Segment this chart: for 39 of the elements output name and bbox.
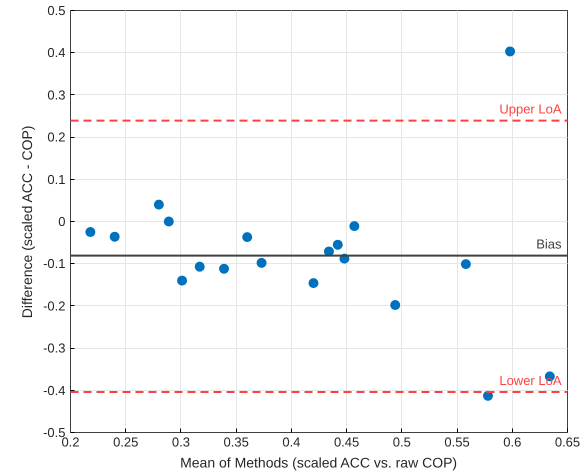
x-axis-title: Mean of Methods (scaled ACC vs. raw COP) — [180, 454, 458, 470]
y-tick-label: 0.5 — [47, 3, 66, 18]
ref-line-label: Bias — [536, 236, 562, 252]
y-axis-title: Difference (scaled ACC - COP) — [19, 126, 36, 318]
x-tick-label: 0.55 — [444, 434, 470, 450]
point — [256, 258, 267, 268]
y-tick-label: -0.1 — [43, 256, 66, 272]
y-tick-label: 0.3 — [47, 87, 66, 102]
y-tick-label: 0.2 — [47, 130, 66, 145]
x-tick-label: 0.4 — [282, 434, 300, 450]
x-tick-label: 0.6 — [503, 434, 522, 450]
point — [194, 262, 205, 272]
y-tick-label: -0.4 — [43, 382, 66, 398]
ref-line-label: Lower LoA — [499, 372, 562, 388]
y-tick-label: 0 — [58, 214, 66, 229]
point — [308, 278, 318, 288]
y-tick-label: 0.1 — [47, 172, 66, 187]
x-tick-label: 0.65 — [554, 434, 580, 450]
point — [460, 259, 471, 270]
x-tick-label: 0.5 — [392, 434, 411, 450]
point — [154, 200, 164, 210]
point — [85, 227, 96, 238]
point — [505, 46, 516, 56]
ref-line-label: Upper LoA — [499, 102, 562, 117]
y-tick-label: 0.4 — [47, 45, 66, 60]
point — [219, 264, 230, 274]
x-tick-label: 0.45 — [334, 434, 360, 450]
point — [349, 221, 360, 232]
point — [164, 216, 174, 226]
point — [390, 300, 400, 310]
y-tick-label: -0.3 — [43, 340, 66, 356]
point — [110, 232, 120, 242]
y-tick-label: -0.2 — [43, 298, 66, 314]
point — [332, 240, 343, 250]
point — [242, 232, 252, 242]
point — [177, 276, 188, 286]
x-tick-label: 0.35 — [224, 434, 249, 450]
x-tick-label: 0.25 — [113, 434, 138, 450]
x-tick-label: 0.3 — [172, 434, 190, 450]
